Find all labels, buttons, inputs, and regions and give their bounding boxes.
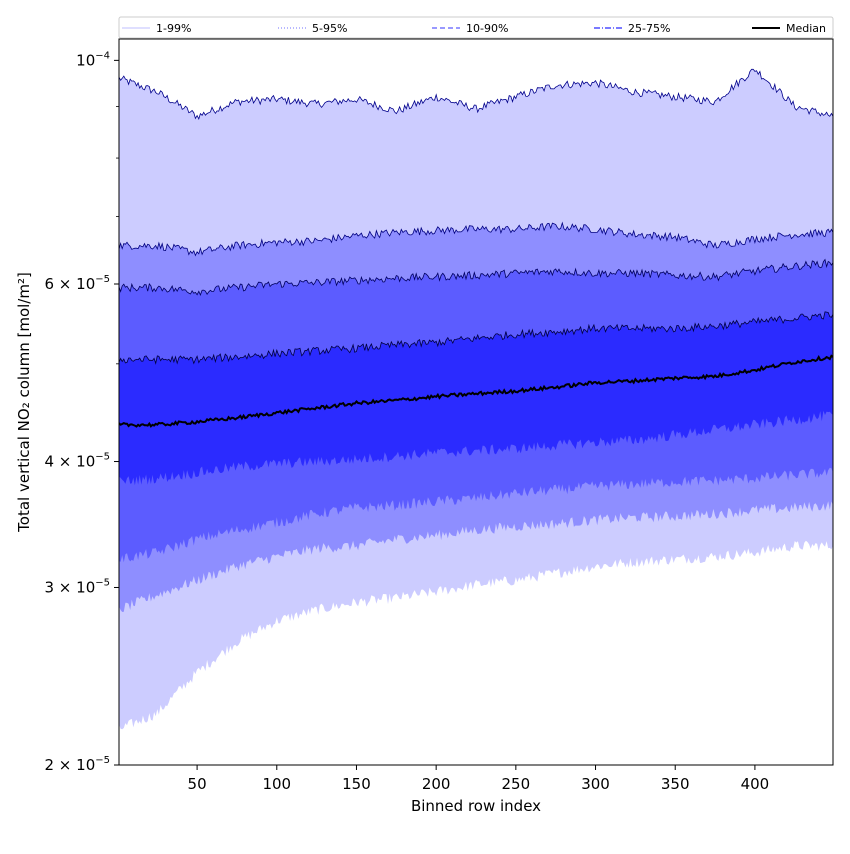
x-tick-label: 400 [741, 775, 770, 793]
x-tick-label: 100 [262, 775, 291, 793]
legend-label: Median [786, 22, 826, 35]
legend-label: 1-99% [156, 22, 191, 35]
y-tick-label: 4 × 10−5 [45, 452, 111, 471]
legend-label: 25-75% [628, 22, 670, 35]
plot-frame [118, 38, 834, 766]
x-axis: 50 100 150 200 250 300 350 400 [188, 765, 770, 793]
x-tick-label: 300 [581, 775, 610, 793]
band-edge-1-99- [119, 68, 833, 120]
median-line [119, 354, 833, 428]
band-edge-5-95- [119, 221, 833, 257]
legend-box [118, 16, 834, 39]
legend-label: 10-90% [466, 22, 508, 35]
x-tick-label: 250 [502, 775, 531, 793]
x-tick-label: 150 [342, 775, 371, 793]
legend-label: 5-95% [312, 22, 347, 35]
y-axis: 2 × 10−5 3 × 10−5 4 × 10−5 6 × 10−5 10−4 [45, 50, 119, 774]
x-tick-label: 350 [661, 775, 690, 793]
y-tick-label: 2 × 10−5 [45, 755, 111, 774]
x-tick-label: 200 [422, 775, 451, 793]
y-axis-label: Total vertical NO₂ column [mol/m²] [15, 272, 33, 533]
band-edge-10-90- [119, 258, 833, 296]
band-edge-25-75- [119, 311, 833, 365]
y-tick-label: 3 × 10−5 [45, 577, 111, 596]
y-tick-label: 6 × 10−5 [45, 274, 111, 293]
line-layer [119, 68, 833, 428]
band-25-75- [119, 311, 833, 486]
x-tick-label: 50 [188, 775, 207, 793]
legend: 1-99% 5-95% 10-90% 25-75% Median [118, 16, 834, 39]
x-axis-label: Binned row index [411, 797, 541, 815]
band-layer [119, 69, 833, 730]
y-tick-label: 10−4 [76, 50, 110, 69]
